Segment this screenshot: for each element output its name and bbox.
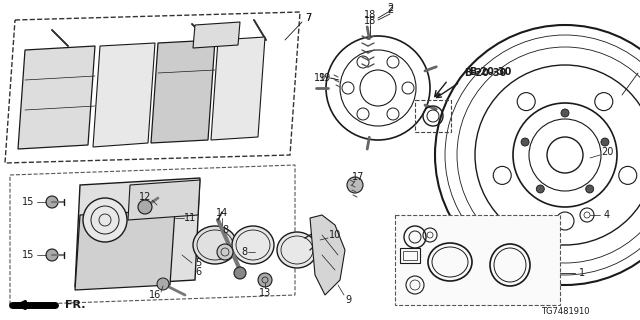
Text: 19: 19 bbox=[319, 73, 331, 83]
Text: 6: 6 bbox=[195, 267, 201, 277]
Text: B-20-30: B-20-30 bbox=[469, 67, 511, 77]
Text: 4: 4 bbox=[604, 210, 610, 220]
Polygon shape bbox=[151, 40, 215, 143]
Text: 8: 8 bbox=[222, 225, 228, 235]
Circle shape bbox=[138, 200, 152, 214]
Circle shape bbox=[561, 109, 569, 117]
Bar bbox=[400, 248, 420, 263]
Text: TG7481910: TG7481910 bbox=[541, 308, 590, 316]
Polygon shape bbox=[75, 210, 175, 290]
Text: 17: 17 bbox=[352, 172, 364, 182]
Ellipse shape bbox=[193, 226, 237, 264]
Text: 7: 7 bbox=[305, 13, 311, 23]
Text: 14: 14 bbox=[216, 208, 228, 218]
Text: B-20-30: B-20-30 bbox=[464, 68, 506, 78]
Text: 10: 10 bbox=[329, 230, 341, 240]
Bar bbox=[403, 251, 417, 260]
Text: 8: 8 bbox=[241, 247, 247, 257]
Polygon shape bbox=[128, 180, 200, 220]
Bar bbox=[415, 100, 451, 132]
Text: 15: 15 bbox=[22, 197, 34, 207]
Polygon shape bbox=[211, 37, 265, 140]
Polygon shape bbox=[93, 43, 155, 147]
Bar bbox=[395, 215, 560, 305]
Circle shape bbox=[347, 177, 363, 193]
Text: 15: 15 bbox=[22, 250, 34, 260]
Ellipse shape bbox=[277, 232, 317, 268]
Text: 7: 7 bbox=[305, 13, 311, 23]
Polygon shape bbox=[18, 46, 95, 149]
Text: FR.: FR. bbox=[65, 300, 86, 310]
Polygon shape bbox=[193, 22, 240, 48]
Circle shape bbox=[46, 196, 58, 208]
Text: 9: 9 bbox=[345, 295, 351, 305]
Text: 13: 13 bbox=[259, 288, 271, 298]
Text: 1: 1 bbox=[579, 268, 585, 278]
Text: 12: 12 bbox=[139, 192, 151, 202]
Text: 19: 19 bbox=[314, 73, 326, 83]
Text: 18: 18 bbox=[364, 16, 376, 26]
Circle shape bbox=[83, 198, 127, 242]
Text: 11: 11 bbox=[184, 213, 196, 223]
Circle shape bbox=[536, 185, 544, 193]
Circle shape bbox=[217, 244, 233, 260]
Polygon shape bbox=[75, 178, 200, 287]
Text: 5: 5 bbox=[195, 258, 201, 268]
Polygon shape bbox=[310, 215, 345, 295]
Circle shape bbox=[601, 138, 609, 146]
Circle shape bbox=[586, 185, 594, 193]
Text: 18: 18 bbox=[364, 10, 376, 20]
Ellipse shape bbox=[232, 226, 274, 264]
Circle shape bbox=[258, 273, 272, 287]
Circle shape bbox=[157, 278, 169, 290]
Text: 20: 20 bbox=[601, 147, 613, 157]
Circle shape bbox=[46, 249, 58, 261]
Text: 2: 2 bbox=[387, 3, 393, 13]
Circle shape bbox=[234, 267, 246, 279]
Circle shape bbox=[521, 138, 529, 146]
Text: 16: 16 bbox=[149, 290, 161, 300]
Text: 2: 2 bbox=[387, 5, 393, 15]
